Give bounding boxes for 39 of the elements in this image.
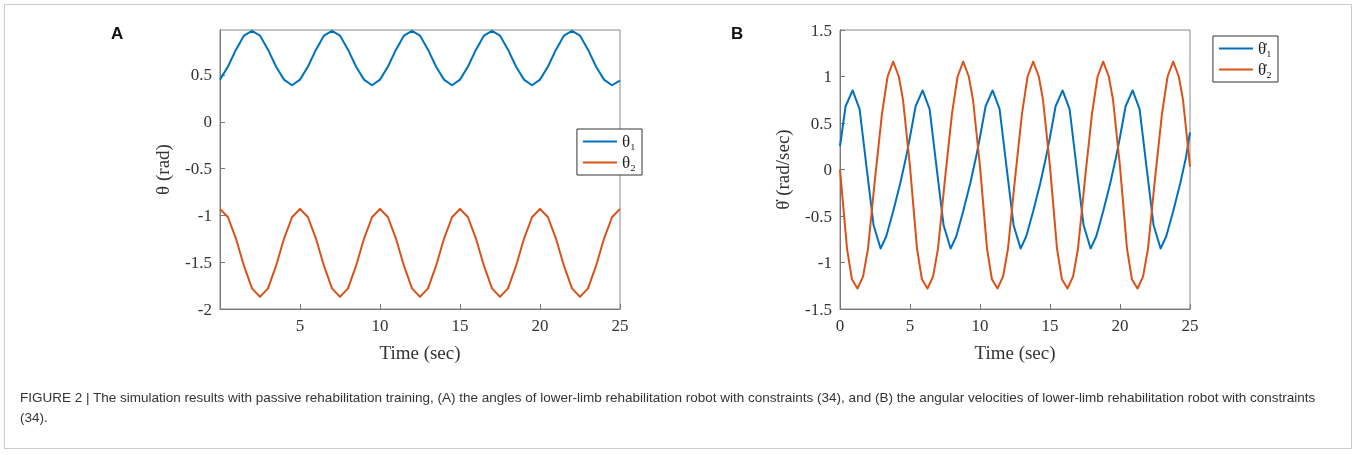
y-tick-label: -1.5 bbox=[185, 252, 212, 272]
y-tick-label: -1.5 bbox=[805, 299, 832, 319]
y-tick-label: -1 bbox=[817, 253, 832, 272]
legend-label: θ₂ bbox=[621, 153, 637, 172]
y-tick-label: 0.5 bbox=[190, 65, 212, 85]
x-tick-label: 0 bbox=[835, 316, 845, 335]
line-series bbox=[219, 29, 621, 87]
y-tick-label: 1 bbox=[823, 67, 832, 86]
y-tick-label: 0 bbox=[823, 160, 832, 179]
y-tick-label: 0 bbox=[203, 112, 212, 132]
x-tick-label: 25 bbox=[611, 316, 629, 335]
x-tick-label: 10 bbox=[971, 316, 989, 335]
legend-label: θ̇₁ bbox=[1257, 39, 1273, 58]
chart-title: B bbox=[731, 24, 744, 43]
x-tick-label: 25 bbox=[1181, 316, 1199, 335]
x-tick-label: 20 bbox=[1111, 316, 1129, 335]
caption: FIGURE 2 | The simulation results with passive rehabilitation training, (A) the angles of lower-limb rehabilitation robot with constraints (34), and (B) the angular velocities of lower-limb rehabilitation robot with constraints (34). bbox=[20, 389, 1317, 427]
x-tick-label: 5 bbox=[295, 316, 305, 335]
line-series bbox=[839, 60, 1191, 290]
line-series bbox=[219, 207, 621, 298]
x-tick-label: 15 bbox=[1041, 316, 1059, 335]
y-tick-label: 1.5 bbox=[810, 20, 832, 40]
legend-label: θ̇₂ bbox=[1257, 60, 1273, 79]
y-axis-title: θ̇ (rad/sec) bbox=[772, 129, 794, 210]
y-tick-label: -2 bbox=[197, 299, 212, 319]
x-axis-title: Time (sec) bbox=[974, 342, 1056, 364]
line-series bbox=[839, 89, 1191, 250]
x-tick-label: 10 bbox=[371, 316, 389, 335]
x-tick-label: 15 bbox=[451, 316, 469, 335]
x-axis-title: Time (sec) bbox=[379, 342, 461, 364]
legend-label: θ₁ bbox=[621, 132, 637, 151]
y-axis-title: θ (rad) bbox=[152, 144, 174, 195]
y-tick-label: 0.5 bbox=[810, 113, 832, 133]
y-tick-label: -0.5 bbox=[805, 206, 832, 226]
x-tick-label: 20 bbox=[531, 316, 549, 335]
x-tick-label: 5 bbox=[905, 316, 915, 335]
chart-title: A bbox=[111, 24, 124, 43]
y-tick-label: -0.5 bbox=[185, 159, 212, 179]
y-tick-label: -1 bbox=[197, 205, 212, 225]
